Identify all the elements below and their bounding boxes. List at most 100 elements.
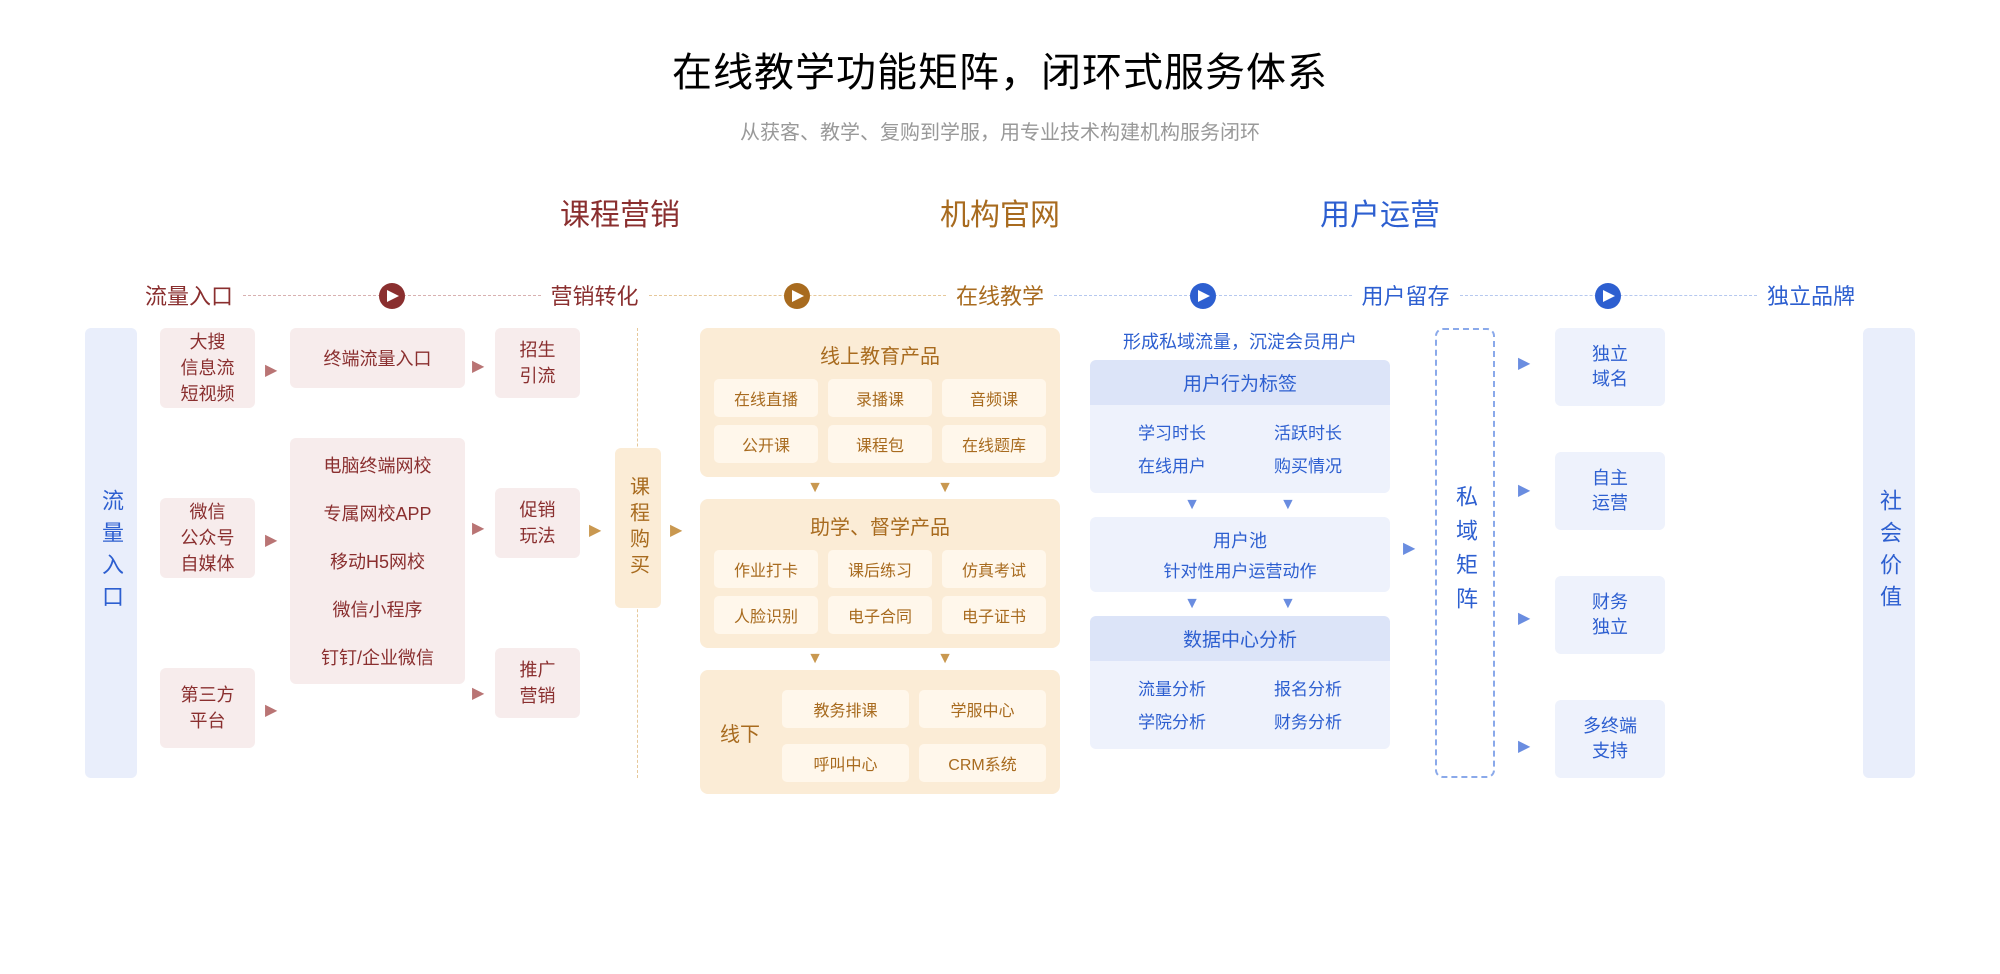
red-input-1: 微信 公众号 自媒体	[160, 498, 255, 578]
red-mid-block: 电脑终端网校 专属网校APP 移动H5网校 微信小程序 钉钉/企业微信	[290, 438, 465, 684]
page-subtitle: 从获客、教学、复购到学服，用专业技术构建机构服务闭环	[0, 116, 2000, 145]
o-chip: 课后练习	[828, 550, 932, 588]
play-icon	[379, 283, 405, 309]
o-chip: 学服中心	[919, 690, 1046, 728]
caret-right-icon	[265, 700, 277, 720]
b-cell: 在线用户	[1138, 452, 1206, 477]
col2-orange: 线上教育产品 在线直播 录播课 音频课 公开课 课程包 在线题库 助学、督学产品…	[700, 328, 1060, 794]
section-title-blue: 用户运营	[1320, 190, 1440, 234]
red-out-2: 推广 营销	[495, 648, 580, 718]
right-chip-1: 自主 运营	[1555, 452, 1665, 530]
red-out-0: 招生 引流	[495, 328, 580, 398]
red-out-1: 促销 玩法	[495, 488, 580, 558]
b-cell: 学院分析	[1138, 708, 1206, 733]
stage-s5: 独立品牌	[1767, 279, 1855, 311]
blue-panel-1: 用户行为标签 学习时长 活跃时长 在线用户 购买情况	[1090, 360, 1390, 493]
caret-right-icon	[1518, 353, 1530, 373]
blue-mid-l1: 用户池	[1100, 527, 1380, 553]
b-cell: 购买情况	[1274, 452, 1342, 477]
red-mid-top: 终端流量入口	[290, 328, 465, 388]
b-cell: 活跃时长	[1274, 419, 1342, 444]
o-chip: 录播课	[828, 379, 932, 417]
b-cell: 报名分析	[1274, 675, 1342, 700]
col1-inputs: 大搜 信息流 短视频 微信 公众号 自媒体 第三方 平台	[160, 328, 255, 748]
course-buy-box: 课程购买	[615, 448, 661, 608]
col1-mid: 终端流量入口 电脑终端网校 专属网校APP 移动H5网校 微信小程序 钉钉/企业…	[290, 328, 465, 684]
caret-right-icon	[265, 360, 277, 380]
caret-down-icon	[1280, 496, 1296, 514]
red-mid-4: 钉钉/企业微信	[290, 644, 465, 670]
blue-note: 形成私域流量，沉淀会员用户	[1090, 328, 1390, 354]
diagram-content: 大搜 信息流 短视频 微信 公众号 自媒体 第三方 平台 终端流量入口 电脑终端…	[160, 328, 1840, 778]
caret-right-icon	[472, 683, 484, 703]
caret-down-icon	[807, 479, 823, 497]
o-chip: 电子证书	[942, 596, 1046, 634]
caret-right-icon	[472, 356, 484, 376]
section-title-red: 课程营销	[560, 190, 680, 234]
orange-offline-panel: 线下 教务排课 学服中心 呼叫中心 CRM系统	[700, 670, 1060, 794]
page-title: 在线教学功能矩阵，闭环式服务体系	[0, 0, 2000, 98]
o-chip: 人脸识别	[714, 596, 818, 634]
o-chip: 电子合同	[828, 596, 932, 634]
blue-panel-2: 数据中心分析 流量分析 报名分析 学院分析 财务分析	[1090, 616, 1390, 749]
orange-panel-1: 线上教育产品 在线直播 录播课 音频课 公开课 课程包 在线题库	[700, 328, 1060, 477]
col1-outputs: 招生 引流 促销 玩法 推广 营销	[495, 328, 580, 718]
caret-right-icon	[1518, 480, 1530, 500]
stage-s4: 用户留存	[1362, 279, 1450, 311]
caret-right-icon	[472, 518, 484, 538]
o-chip: 仿真考试	[942, 550, 1046, 588]
play-icon	[1595, 283, 1621, 309]
blue-mid-panel: 用户池 针对性用户运营动作	[1090, 517, 1390, 592]
right-chip-3: 多终端 支持	[1555, 700, 1665, 778]
play-icon	[784, 283, 810, 309]
o-chip: 在线题库	[942, 425, 1046, 463]
caret-right-icon	[589, 520, 601, 540]
blue-head-2: 数据中心分析	[1090, 616, 1390, 661]
stage-s3: 在线教学	[956, 279, 1044, 311]
play-icon	[1190, 283, 1216, 309]
col3-blue: 形成私域流量，沉淀会员用户 用户行为标签 学习时长 活跃时长 在线用户 购买情况 用…	[1090, 328, 1390, 749]
caret-right-icon	[1403, 538, 1415, 558]
offline-label: 线下	[714, 718, 766, 747]
o-chip: 在线直播	[714, 379, 818, 417]
o-chip: 公开课	[714, 425, 818, 463]
section-title-orange: 机构官网	[940, 190, 1060, 234]
caret-down-icon	[937, 650, 953, 668]
caret-right-icon	[1518, 736, 1530, 756]
caret-right-icon	[265, 530, 277, 550]
stage-s1: 流量入口	[145, 279, 233, 311]
section-titles-row: 课程营销 机构官网 用户运营	[0, 190, 2000, 234]
o-chip: 呼叫中心	[782, 744, 909, 782]
b-cell: 财务分析	[1274, 708, 1342, 733]
orange-panel1-title: 线上教育产品	[714, 340, 1046, 369]
b-cell: 学习时长	[1138, 419, 1206, 444]
red-mid-0: 电脑终端网校	[290, 452, 465, 478]
o-chip: 音频课	[942, 379, 1046, 417]
b-cell: 流量分析	[1138, 675, 1206, 700]
caret-down-icon	[1280, 595, 1296, 613]
red-mid-2: 移动H5网校	[290, 548, 465, 574]
orange-panel2-title: 助学、督学产品	[714, 511, 1046, 540]
right-chip-2: 财务 独立	[1555, 576, 1665, 654]
blue-head-1: 用户行为标签	[1090, 360, 1390, 405]
red-input-2: 第三方 平台	[160, 668, 255, 748]
red-input-0: 大搜 信息流 短视频	[160, 328, 255, 408]
red-mid-1: 专属网校APP	[290, 500, 465, 526]
right-chip-0: 独立 域名	[1555, 328, 1665, 406]
o-chip: 作业打卡	[714, 550, 818, 588]
stage-row: 流量入口 营销转化 在线教学 用户留存 独立品牌	[85, 275, 1915, 315]
caret-down-icon	[937, 479, 953, 497]
blue-mid-l2: 针对性用户运营动作	[1100, 557, 1380, 582]
caret-down-icon	[1184, 595, 1200, 613]
caret-down-icon	[807, 650, 823, 668]
o-chip: CRM系统	[919, 744, 1046, 782]
private-domain-box: 私域矩阵	[1435, 328, 1495, 778]
red-mid-3: 微信小程序	[290, 596, 465, 622]
pillar-right: 社会价值	[1863, 328, 1915, 778]
o-chip: 课程包	[828, 425, 932, 463]
o-chip: 教务排课	[782, 690, 909, 728]
col4-blue-chips: 独立 域名 自主 运营 财务 独立 多终端 支持	[1555, 328, 1665, 778]
stage-s2: 营销转化	[551, 279, 639, 311]
orange-panel-2: 助学、督学产品 作业打卡 课后练习 仿真考试 人脸识别 电子合同 电子证书	[700, 499, 1060, 648]
caret-down-icon	[1184, 496, 1200, 514]
